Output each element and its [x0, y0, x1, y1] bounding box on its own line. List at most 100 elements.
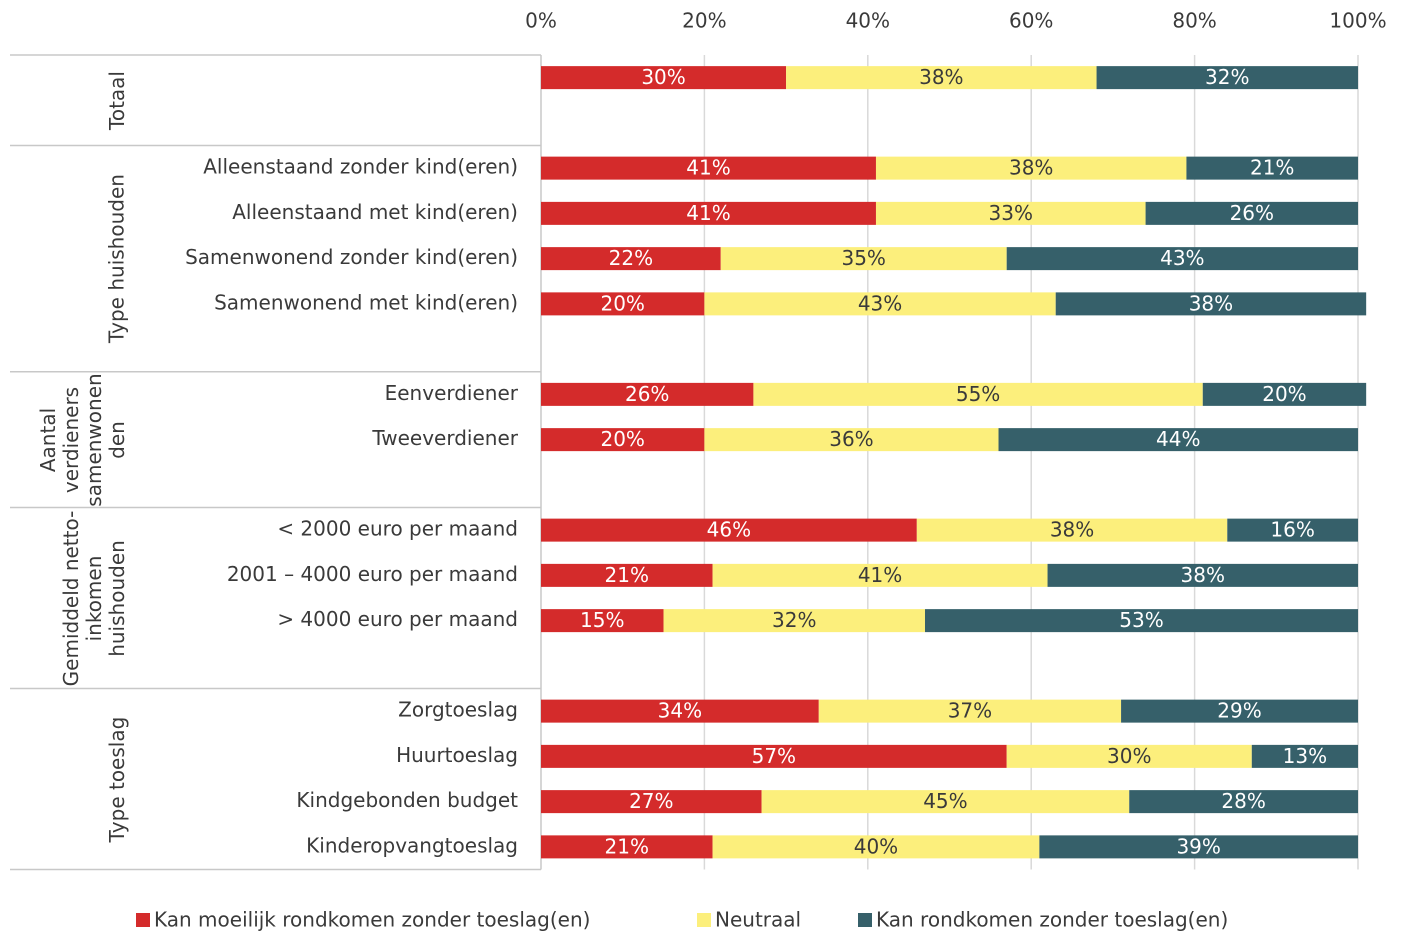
bar-segment: [1129, 790, 1358, 814]
value-label: 20%: [600, 291, 644, 315]
bar-segment: [1006, 744, 1252, 768]
bar-segment: [541, 66, 787, 90]
value-label: 27%: [629, 789, 673, 813]
bar-segment: [704, 292, 1056, 316]
value-label: 41%: [686, 156, 730, 180]
x-tick-label: 80%: [1172, 9, 1216, 33]
bar-segment: [541, 518, 917, 542]
value-label: 36%: [829, 427, 873, 451]
value-label: 21%: [605, 834, 649, 858]
x-tick-label: 100%: [1329, 9, 1386, 33]
group-label: Totaal: [105, 70, 129, 130]
bar-segment: [541, 609, 664, 633]
value-label: 44%: [1156, 427, 1200, 451]
bar-segment: [916, 518, 1228, 542]
bar-segment: [541, 563, 713, 587]
bar-segment: [875, 156, 1187, 180]
bar-segment: [1006, 247, 1358, 271]
bar-segment: [541, 247, 721, 271]
bar-segment: [541, 744, 1007, 768]
bar-segment: [1047, 563, 1358, 587]
value-label: 30%: [641, 65, 685, 89]
category-label: < 2000 euro per maand: [277, 517, 518, 541]
bar-segment: [541, 292, 705, 316]
bar-segment: [712, 563, 1048, 587]
category-label: Samenwonend met kind(eren): [214, 290, 518, 314]
category-label: Alleenstaand met kind(eren): [232, 200, 518, 224]
value-label: 43%: [1160, 246, 1204, 270]
value-label: 13%: [1283, 744, 1327, 768]
bar-segment: [541, 156, 876, 180]
value-label: 38%: [1181, 563, 1225, 587]
value-label: 41%: [686, 201, 730, 225]
value-label: 32%: [772, 608, 816, 632]
category-label: Kinderopvangtoeslag: [306, 833, 518, 857]
value-label: 45%: [923, 789, 967, 813]
group-label: Type toeslag: [105, 716, 129, 842]
category-label: Eenverdiener: [385, 381, 519, 405]
value-label: 53%: [1119, 608, 1163, 632]
category-label: 2001 – 4000 euro per maand: [227, 562, 518, 586]
group-label: Gemiddeld netto-inkomen huishouden: [59, 510, 129, 686]
value-label: 21%: [605, 563, 649, 587]
value-label: 46%: [707, 518, 751, 542]
bar-segment: [541, 428, 705, 452]
bar-segment: [1096, 66, 1358, 90]
category-label: Alleenstaand zonder kind(eren): [203, 155, 518, 179]
bar-segment: [541, 699, 819, 723]
legend-label: Kan moeilijk rondkomen zonder toeslag(en…: [154, 908, 590, 932]
bar-segment: [753, 382, 1203, 406]
value-label: 20%: [600, 427, 644, 451]
bar-segment: [1145, 201, 1358, 225]
value-label: 38%: [919, 65, 963, 89]
bar-segment: [1186, 156, 1358, 180]
bar-segment: [663, 609, 925, 633]
bar-segment: [998, 428, 1358, 452]
x-tick-label: 40%: [846, 9, 890, 33]
bar-segment: [1202, 382, 1367, 406]
bar-segment: [541, 201, 876, 225]
group-label: Type huishouden: [105, 174, 129, 344]
value-label: 35%: [841, 246, 885, 270]
value-label: 38%: [1189, 291, 1233, 315]
legend-label: Kan rondkomen zonder toeslag(en): [876, 908, 1228, 932]
category-label: Samenwonend zonder kind(eren): [185, 245, 518, 269]
bar-segment: [704, 428, 999, 452]
value-label: 57%: [752, 744, 796, 768]
value-label: 22%: [609, 246, 653, 270]
value-label: 30%: [1107, 744, 1151, 768]
legend-swatch: [136, 913, 150, 927]
category-label: > 4000 euro per maand: [277, 607, 518, 631]
bar-segment: [720, 247, 1007, 271]
bar-segment: [541, 835, 713, 859]
bar-segment: [1039, 835, 1358, 859]
x-tick-label: 60%: [1009, 9, 1053, 33]
value-label: 37%: [948, 699, 992, 723]
x-tick-label: 0%: [525, 9, 557, 33]
value-label: 15%: [580, 608, 624, 632]
legend-label: Neutraal: [715, 908, 801, 932]
value-label: 55%: [956, 382, 1000, 406]
value-label: 26%: [625, 382, 669, 406]
bar-segment: [1121, 699, 1358, 723]
value-label: 32%: [1205, 65, 1249, 89]
value-label: 41%: [858, 563, 902, 587]
bar-segment: [1227, 518, 1358, 542]
category-label: Kindgebonden budget: [296, 788, 518, 812]
bar-segment: [818, 699, 1122, 723]
x-tick-label: 20%: [682, 9, 726, 33]
value-label: 26%: [1230, 201, 1274, 225]
legend-swatch: [858, 913, 872, 927]
value-label: 43%: [858, 291, 902, 315]
bar-segment: [541, 790, 762, 814]
value-label: 16%: [1270, 518, 1314, 542]
value-label: 29%: [1217, 699, 1261, 723]
category-label: Huurtoeslag: [396, 743, 518, 767]
bar-segment: [712, 835, 1040, 859]
value-label: 20%: [1262, 382, 1306, 406]
value-label: 33%: [989, 201, 1033, 225]
bar-segment: [541, 382, 754, 406]
value-label: 38%: [1009, 156, 1053, 180]
value-label: 28%: [1221, 789, 1265, 813]
